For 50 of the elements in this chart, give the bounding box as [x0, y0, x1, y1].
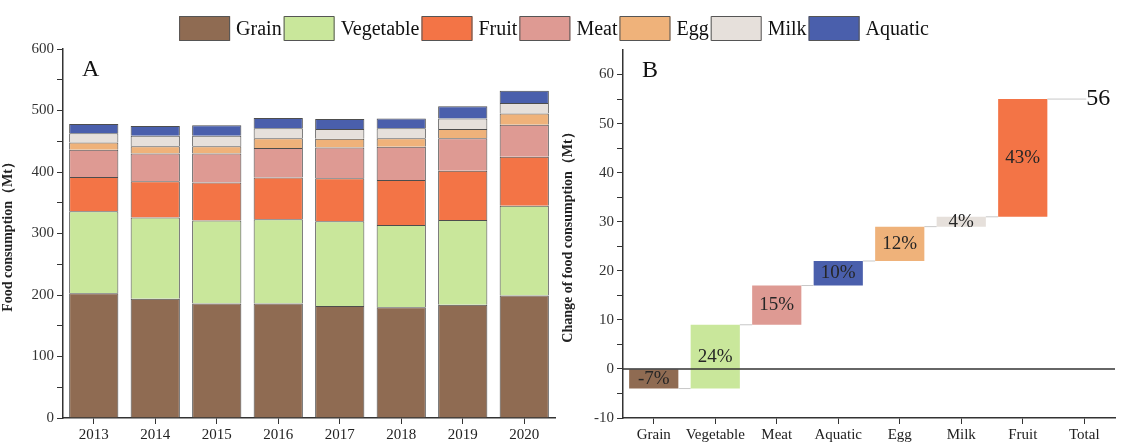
x-tick-label: Milk	[946, 425, 977, 442]
x-tick-label: 2016	[263, 425, 294, 442]
legend-label: Meat	[576, 16, 618, 39]
annotation: -7%	[637, 366, 670, 388]
y-axis-title: Food consumption（Mt）	[0, 155, 16, 312]
legend-label: Vegetable	[340, 16, 420, 40]
y-tick-label: -10	[594, 408, 614, 425]
annotation: 4%	[948, 209, 975, 231]
y-tick-label: 20	[599, 261, 614, 278]
legend-label: Grain	[236, 16, 282, 39]
legend-label: Milk	[767, 16, 807, 39]
y-tick-label: 500	[31, 101, 54, 118]
chart-title: A	[82, 55, 100, 82]
x-tick-label: Meat	[761, 425, 793, 442]
x-tick-label: 2017	[324, 425, 356, 442]
legend-label: Fruit	[478, 16, 518, 39]
legend-label: Egg	[676, 16, 709, 40]
y-tick-label: 10	[599, 310, 614, 327]
x-tick-label: Total	[1068, 425, 1100, 442]
y-tick-label: 40	[599, 163, 614, 180]
chart-title: B	[642, 56, 659, 83]
y-tick-label: 50	[599, 114, 614, 131]
y-tick-label: 60	[599, 65, 614, 82]
y-tick-label: 200	[31, 285, 54, 302]
annotation: 15%	[759, 293, 795, 315]
x-tick-label: Grain	[636, 425, 672, 442]
x-tick-label: Vegetable	[685, 425, 746, 442]
y-tick-label: 400	[31, 162, 54, 179]
annotation: 43%	[1005, 145, 1041, 167]
annotation: 24%	[697, 344, 733, 366]
y-tick-label: 0	[606, 359, 614, 376]
y-tick-label: 0	[46, 408, 54, 425]
x-tick-label: 2014	[140, 425, 171, 442]
x-tick-label: 2015	[201, 425, 232, 442]
y-tick-label: 300	[31, 224, 54, 241]
legend-label: Aquatic	[865, 16, 930, 40]
annotation: 10%	[820, 261, 856, 283]
y-tick-label: 30	[599, 212, 614, 229]
x-tick-label: 2018	[386, 425, 417, 442]
annotation: 12%	[882, 231, 918, 253]
x-tick-label: Egg	[887, 425, 913, 442]
y-tick-label: 100	[31, 347, 54, 364]
x-tick-label: 2019	[447, 425, 478, 442]
y-axis-title: Change of food consumption（Mt）	[560, 125, 576, 343]
annotation: 56	[1086, 84, 1111, 111]
x-tick-label: Fruit	[1008, 425, 1039, 442]
x-tick-label: 2013	[78, 425, 109, 442]
x-tick-label: 2020	[509, 425, 540, 442]
y-tick-label: 600	[31, 39, 54, 56]
x-tick-label: Aquatic	[814, 425, 863, 442]
